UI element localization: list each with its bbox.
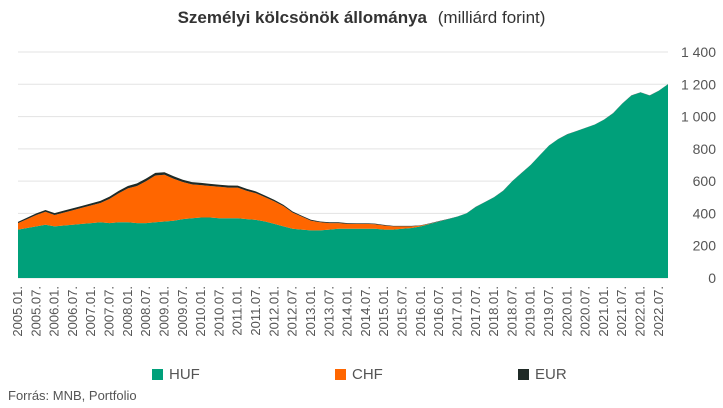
x-tick-label: 2011.07. <box>248 286 263 336</box>
x-tick-label: 2016.07. <box>431 286 446 337</box>
legend-label-huf: HUF <box>169 365 200 383</box>
x-tick-label: 2020.07. <box>578 286 593 337</box>
y-tick-label: 400 <box>693 205 717 221</box>
area-chf <box>18 84 668 231</box>
area-huf <box>18 84 668 278</box>
x-tick-label: 2013.07. <box>321 286 336 337</box>
x-tick-label: 2011.01. <box>230 286 245 336</box>
chart-title-row: Személyi kölcsönök állománya (milliárd f… <box>0 8 723 28</box>
chart-unit: (milliárd forint) <box>437 8 546 27</box>
x-tick-label: 2022.01. <box>633 286 648 337</box>
legend-label-eur: EUR <box>535 365 567 383</box>
x-tick-label: 2009.07. <box>175 286 190 337</box>
x-tick-label: 2007.07. <box>102 286 117 337</box>
x-tick-label: 2015.07. <box>395 286 410 337</box>
x-tick-label: 2016.01. <box>413 286 428 337</box>
legend-swatch-huf <box>152 368 163 380</box>
x-tick-label: 2019.01. <box>523 286 538 337</box>
legend-swatch-chf <box>335 368 346 380</box>
x-tick-label: 2021.01. <box>596 286 611 337</box>
legend-swatch-eur <box>518 368 529 380</box>
x-tick-label: 2018.07. <box>504 286 519 337</box>
x-tick-label: 2015.01. <box>376 286 391 337</box>
x-tick-label: 2012.01. <box>266 286 281 337</box>
x-tick-label: 2005.07. <box>28 286 43 337</box>
legend-item-huf: HUF <box>152 365 200 383</box>
chart-title: Személyi kölcsönök állománya <box>177 8 428 27</box>
y-tick-label: 200 <box>693 238 717 254</box>
x-tick-label: 2008.01. <box>120 286 135 337</box>
legend-item-chf: CHF <box>335 365 383 383</box>
x-tick-label: 2010.01. <box>193 286 208 337</box>
y-tick-label: 1 200 <box>681 76 716 92</box>
legend-label-chf: CHF <box>352 365 383 383</box>
source-note: Forrás: MNB, Portfolio <box>8 388 137 403</box>
legend-item-eur: EUR <box>518 365 567 383</box>
y-tick-label: 1 000 <box>681 109 716 125</box>
x-tick-label: 2017.07. <box>468 286 483 337</box>
x-tick-label: 2007.01. <box>83 286 98 337</box>
x-tick-label: 2014.01. <box>340 286 355 337</box>
x-tick-label: 2014.07. <box>358 286 373 337</box>
y-tick-label: 800 <box>693 141 717 157</box>
x-tick-label: 2005.01. <box>10 286 25 337</box>
x-tick-label: 2009.01. <box>156 286 171 337</box>
x-tick-label: 2019.07. <box>541 286 556 337</box>
x-tick-label: 2020.01. <box>559 286 574 337</box>
x-tick-label: 2022.07. <box>651 286 666 337</box>
x-tick-label: 2012.07. <box>285 286 300 337</box>
x-tick-label: 2010.07. <box>211 286 226 337</box>
x-tick-label: 2021.07. <box>614 286 629 337</box>
x-tick-label: 2018.01. <box>486 286 501 337</box>
y-tick-label: 1 400 <box>681 44 716 60</box>
x-tick-label: 2013.01. <box>303 286 318 337</box>
y-tick-label: 0 <box>708 270 716 286</box>
x-tick-label: 2008.07. <box>138 286 153 337</box>
x-tick-label: 2017.01. <box>449 286 464 337</box>
y-tick-label: 600 <box>693 173 717 189</box>
x-tick-label: 2006.07. <box>65 286 80 337</box>
x-tick-label: 2006.01. <box>47 286 62 337</box>
